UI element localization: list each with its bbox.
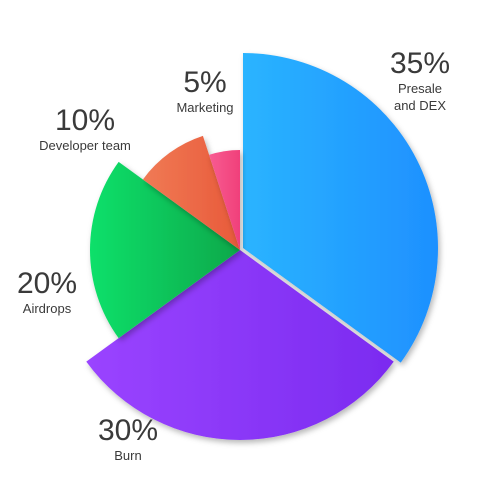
slice-name-presale-and-dex-line-2: and DEX xyxy=(394,98,446,113)
pie-slices xyxy=(86,53,438,441)
pie-slice-airdrops xyxy=(90,161,240,339)
slice-name-burn-line-1: Burn xyxy=(114,448,141,463)
slice-percent-developer-team: 10% xyxy=(55,104,115,137)
pie-slice-marketing xyxy=(209,150,240,250)
slice-percent-burn: 30% xyxy=(98,414,158,447)
pie-labels: 35%Presale and DEX 30%Burn 20%Airdrops 10%De… xyxy=(17,47,450,463)
pie-slice-developer-team xyxy=(142,135,240,250)
slice-name-developer-team-line-1: Developer team xyxy=(39,138,131,153)
slice-label-developer-team: 10%Developer team xyxy=(39,104,131,153)
slice-label-burn: 30%Burn xyxy=(98,414,158,463)
slice-percent-airdrops: 20% xyxy=(17,267,77,300)
slice-percent-presale-and-dex: 35% xyxy=(390,47,450,80)
slice-label-presale-and-dex: 35%Presale and DEX xyxy=(390,47,450,113)
pie-slice-burn xyxy=(86,250,394,441)
pie-slice-presale-and-dex xyxy=(243,53,438,363)
slice-name-airdrops-line-1: Airdrops xyxy=(23,301,72,316)
slice-name-marketing-line-1: Marketing xyxy=(176,100,233,115)
slice-name-presale-and-dex-line-1: Presale xyxy=(398,81,442,96)
slice-label-marketing: 5%Marketing xyxy=(176,66,233,115)
slice-percent-marketing: 5% xyxy=(183,66,226,99)
slice-label-airdrops: 20%Airdrops xyxy=(17,267,77,316)
